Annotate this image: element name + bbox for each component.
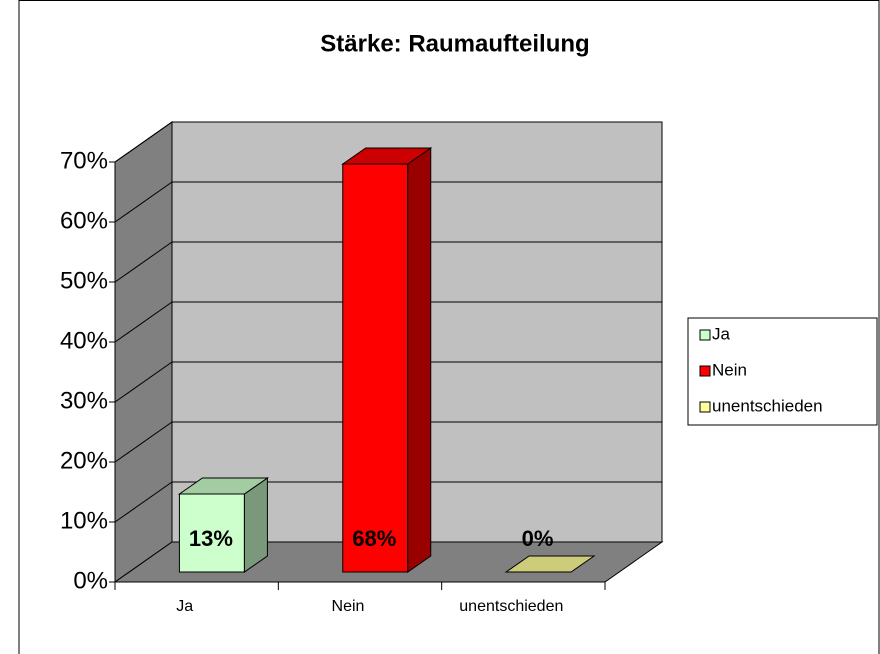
x-tick-label: Ja: [176, 598, 193, 615]
y-tick-label: 0%: [73, 567, 108, 594]
grid-line: [114, 301, 173, 343]
y-tick-label: 70%: [60, 147, 108, 174]
legend-box: [687, 317, 878, 426]
bar-front: [342, 163, 409, 573]
data-label: 13%: [189, 526, 233, 551]
bar-top: [504, 555, 596, 573]
x-tick-label: Nein: [332, 598, 365, 615]
y-tick-label: 60%: [60, 207, 108, 234]
legend-label: Ja: [712, 324, 731, 343]
y-tick-label: 40%: [60, 327, 108, 354]
chart-title: Stärke: Raumaufteilung: [320, 30, 589, 57]
legend-label: Nein: [712, 360, 747, 379]
side-wall: [114, 121, 173, 583]
grid-line: [114, 121, 173, 163]
grid-line: [114, 181, 173, 223]
bar-top: [177, 477, 270, 495]
y-tick-label: 30%: [60, 387, 108, 414]
data-label: 68%: [352, 526, 396, 551]
y-tick-label: 20%: [60, 447, 108, 474]
x-tick-label: unentschieden: [459, 598, 563, 615]
grid-line: [114, 421, 173, 463]
grid-line: [114, 361, 173, 403]
y-tick-label: 10%: [60, 507, 108, 534]
legend-swatch: [699, 365, 711, 377]
bar: [177, 477, 270, 573]
grid-line: [114, 241, 173, 283]
bar-side: [407, 147, 432, 573]
bar: [504, 555, 596, 573]
legend-swatch: [699, 401, 711, 413]
data-label: 0%: [522, 526, 554, 551]
legend-label: unentschieden: [712, 396, 823, 415]
bar: [341, 147, 433, 573]
grid-line: [114, 481, 173, 523]
legend-swatch: [699, 329, 711, 341]
bar-top: [341, 147, 433, 165]
y-tick-label: 50%: [60, 267, 108, 294]
